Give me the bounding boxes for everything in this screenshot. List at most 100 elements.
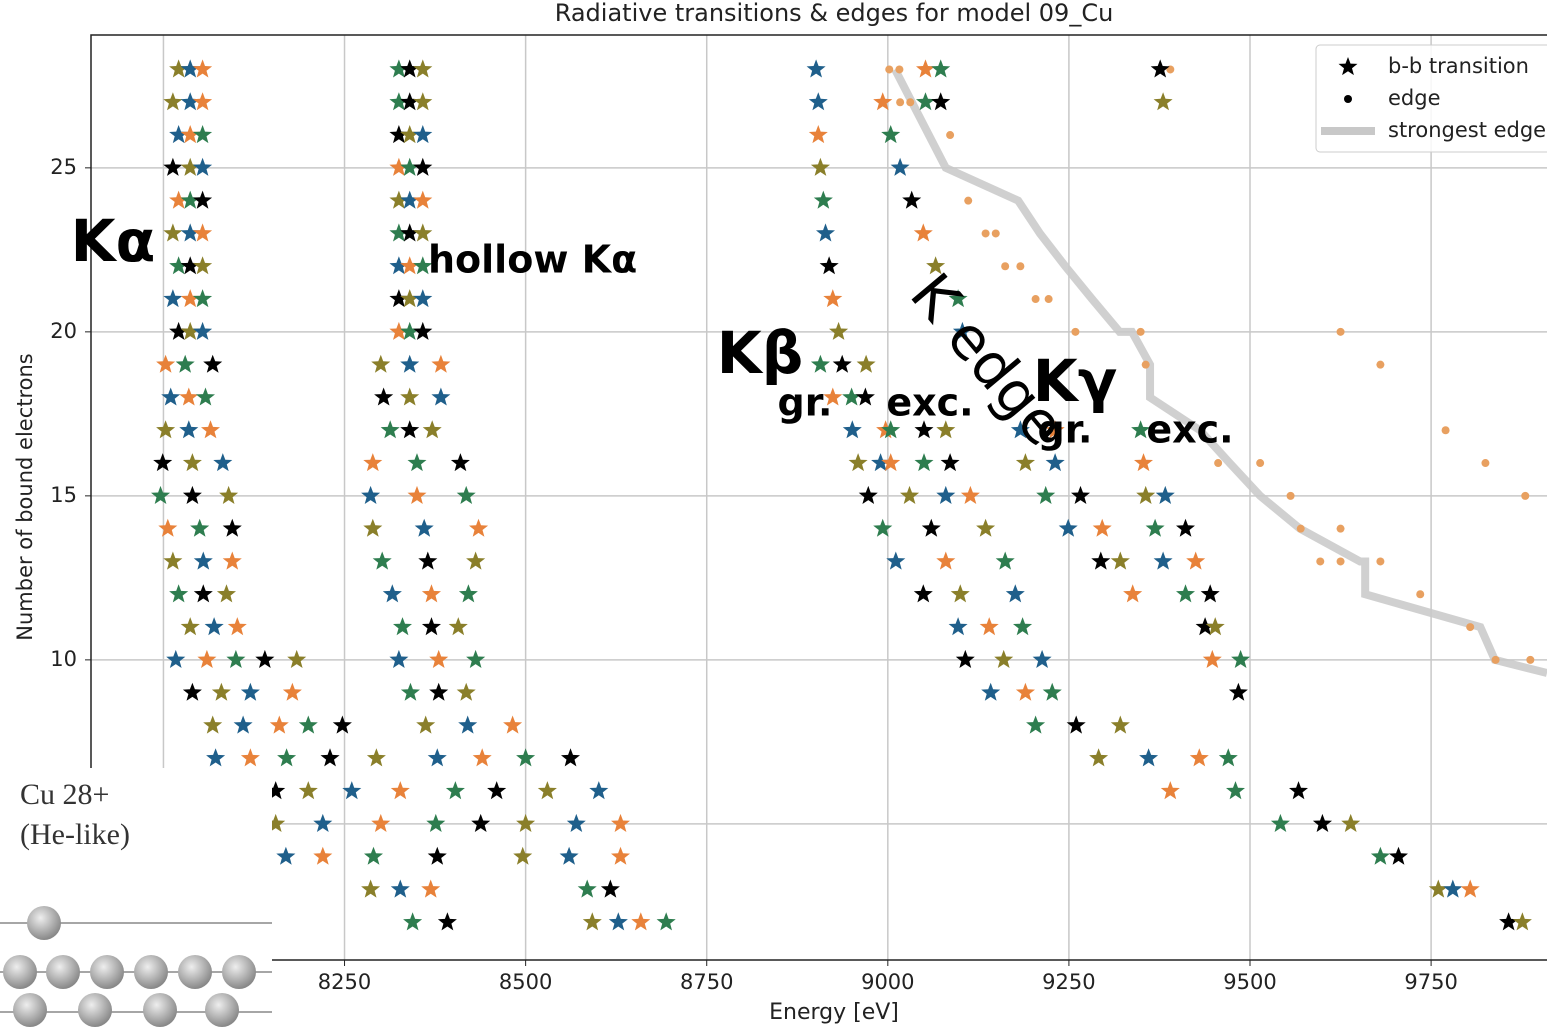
transition-marker [333,716,352,734]
transition-marker [820,256,839,274]
transition-marker [856,388,875,406]
x-tick-label: 9250 [1042,970,1095,994]
transition-marker [816,223,835,241]
transition-marker [213,453,232,471]
edge-marker [1521,492,1529,500]
inset-graphic [0,768,272,1027]
transition-marker [163,92,182,110]
transition-marker [1139,748,1158,766]
transition-marker [217,584,236,602]
transition-marker [1201,584,1220,602]
transition-marker [451,453,470,471]
transition-marker [287,650,306,668]
edge-marker [946,131,954,139]
transition-marker [457,486,476,504]
transition-marker [560,847,579,865]
transition-marker [1231,650,1250,668]
transition-marker [193,158,212,176]
legend-label: strongest edge [1388,118,1546,142]
transition-marker [422,584,441,602]
edge-marker [1376,557,1384,565]
transition-marker [158,519,177,537]
transition-marker [163,223,182,241]
transition-marker [403,912,422,930]
transition-marker [487,781,506,799]
transition-marker [413,59,432,77]
transition-marker [1043,683,1062,701]
transition-marker [873,519,892,537]
transition-marker [1136,486,1155,504]
edge-marker [1526,656,1534,664]
transition-marker [194,552,213,570]
edge-marker [1214,459,1222,467]
transition-marker [1134,453,1153,471]
transition-marker [471,814,490,832]
transition-marker [1111,716,1130,734]
transition-marker [181,617,200,635]
transition-marker [891,158,910,176]
transition-marker [657,912,676,930]
annotation: Kα [71,207,156,275]
edge-marker [964,197,972,205]
transition-marker [413,125,432,143]
transition-marker [1154,552,1173,570]
transition-marker [996,552,1015,570]
transition-marker [843,420,862,438]
transition-marker [1089,748,1108,766]
edge-marker [1481,459,1489,467]
transition-marker [226,650,245,668]
transition-marker [415,519,434,537]
transition-marker [413,322,432,340]
edge-marker [896,98,904,106]
edge-marker [885,65,893,73]
transition-marker [203,355,222,373]
transition-marker [1313,814,1332,832]
transition-marker [169,584,188,602]
transition-marker [183,453,202,471]
transition-marker [1176,584,1195,602]
chart-title: Radiative transitions & edges for model … [555,0,1114,27]
transition-marker [401,683,420,701]
transition-marker [228,617,247,635]
page: Radiative transitions & edges for model … [0,0,1547,1027]
transition-marker [1289,781,1308,799]
transition-marker [367,748,386,766]
transition-marker [193,289,212,307]
transition-marker [949,617,968,635]
transition-marker [951,584,970,602]
transition-marker [1111,552,1130,570]
transition-marker [457,683,476,701]
transition-marker [194,584,213,602]
transition-marker [1123,584,1142,602]
transition-marker [446,781,465,799]
transition-marker [423,420,442,438]
edge-marker [895,65,903,73]
edge-marker [1032,295,1040,303]
transition-marker [1513,912,1532,930]
transition-marker [374,388,393,406]
transition-marker [811,158,830,176]
transition-marker [196,388,215,406]
edge-marker [1416,590,1424,598]
transition-marker [156,355,175,373]
transition-marker [203,716,222,734]
transition-marker [197,650,216,668]
transition-marker [201,420,220,438]
transition-marker [561,748,580,766]
transition-marker [206,748,225,766]
transition-marker [1389,847,1408,865]
transition-marker [1046,453,1065,471]
transition-marker [1154,92,1173,110]
transition-marker [1186,552,1205,570]
transition-marker [299,781,318,799]
transition-marker [842,388,861,406]
y-tick-label: 20 [50,319,77,343]
transition-marker [438,912,457,930]
transition-marker [980,617,999,635]
transition-marker [212,683,231,701]
transition-marker [1161,781,1180,799]
transition-marker [270,716,289,734]
transition-marker [1443,880,1462,898]
y-axis-label: Number of bound electrons [13,353,37,640]
transition-marker [151,486,170,504]
